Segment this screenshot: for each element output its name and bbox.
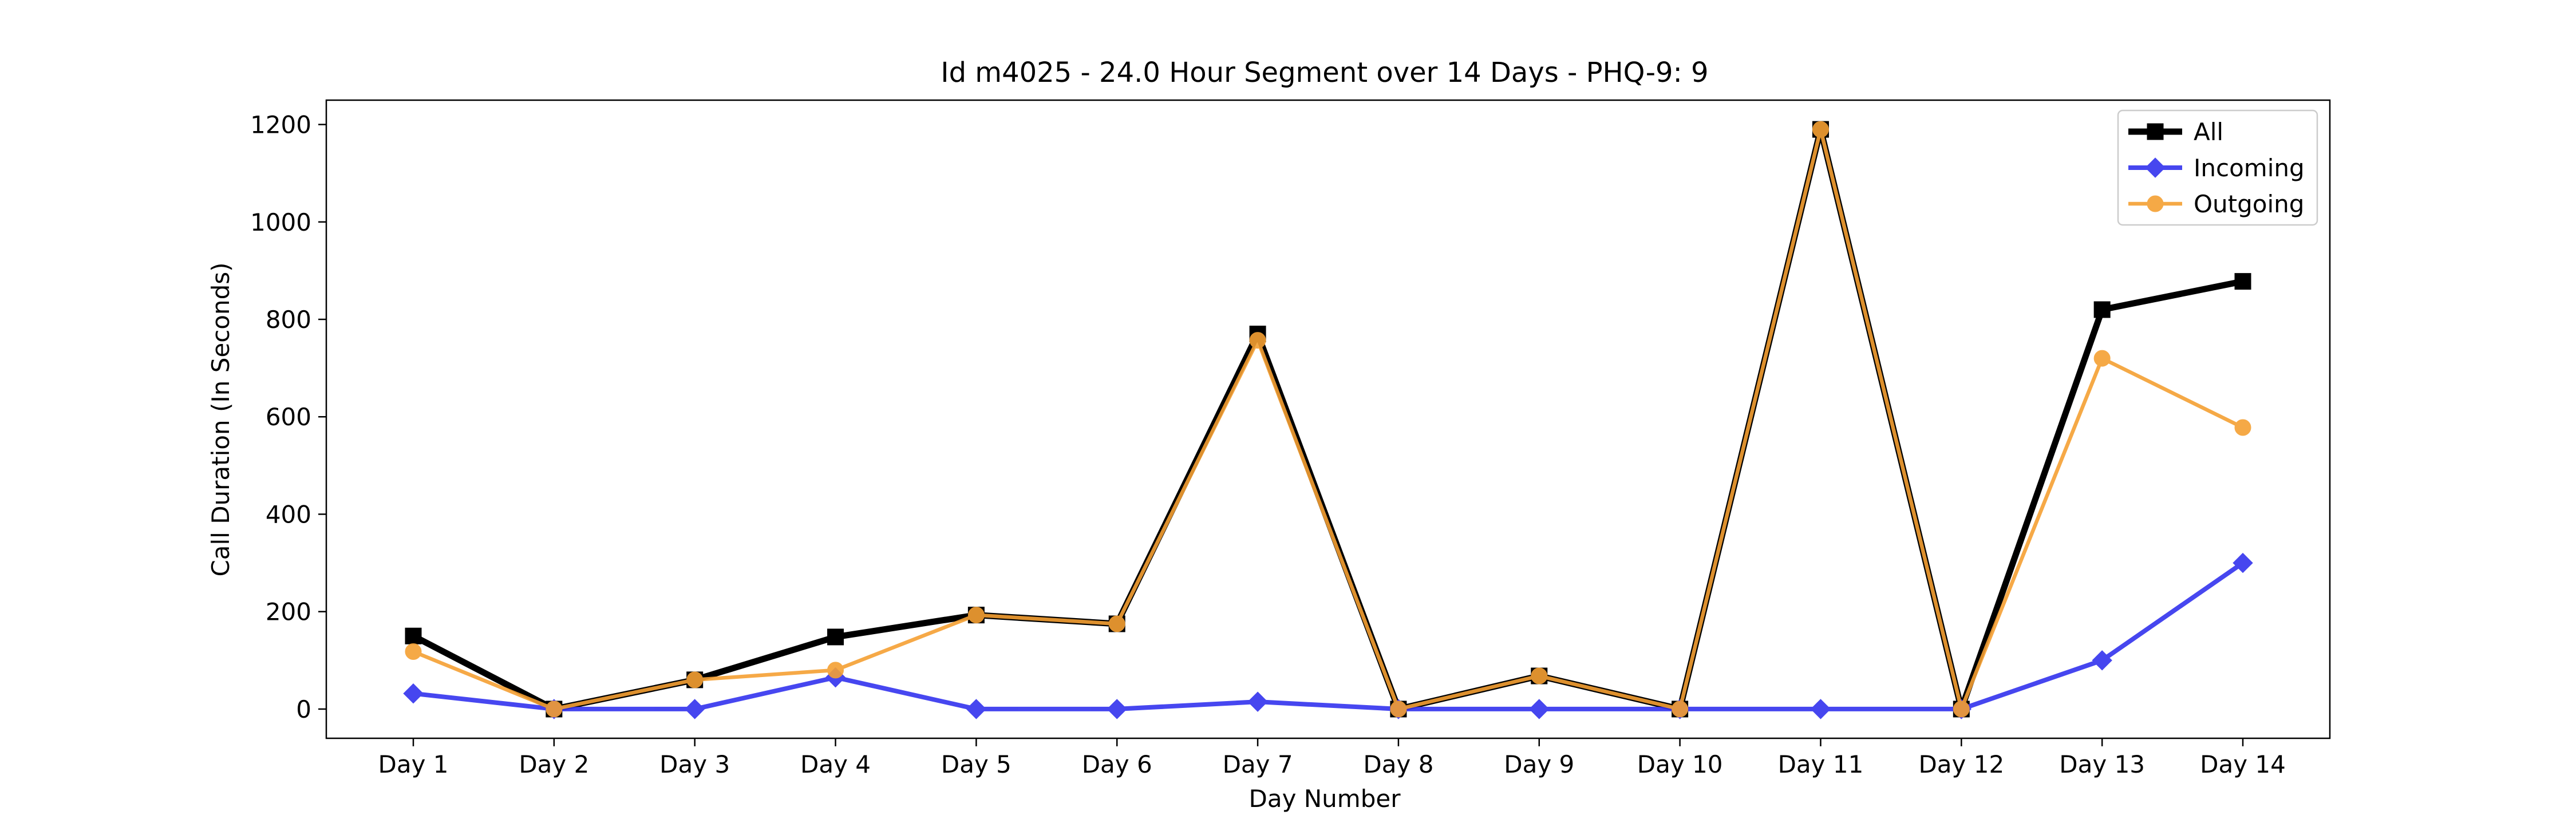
- x-tick-label: Day 1: [378, 750, 448, 778]
- legend-entry-outgoing: [2128, 195, 2182, 212]
- y-tick-label: 400: [266, 500, 311, 528]
- y-tick-label: 800: [266, 306, 311, 334]
- data-point-outgoing: [1531, 667, 1548, 684]
- x-tick-label: Day 4: [800, 750, 871, 778]
- data-point-all: [827, 628, 844, 646]
- plot-area: 0 200 400 600 800 1000 1200 Day 1 Day 2 Day 3 Day …: [250, 99, 2331, 778]
- legend-entry-incoming: [2128, 157, 2182, 178]
- data-point-all: [2234, 273, 2251, 290]
- y-tick-label: 0: [296, 695, 311, 723]
- x-tick-label: Day 12: [1918, 750, 2004, 778]
- data-point-outgoing: [546, 701, 563, 718]
- data-point-outgoing: [405, 643, 422, 660]
- x-tick-label: Day 8: [1363, 750, 1433, 778]
- y-tick-label: 1000: [250, 208, 311, 236]
- legend-entry-all: [2128, 123, 2182, 140]
- data-point-outgoing: [1249, 332, 1266, 349]
- data-point-all: [2093, 301, 2111, 318]
- data-point-incoming: [403, 683, 424, 704]
- x-tick-label: Day 6: [1082, 750, 1152, 778]
- data-point-outgoing: [1108, 615, 1125, 632]
- data-point-incoming: [2233, 552, 2253, 573]
- data-point-outgoing: [2234, 419, 2251, 436]
- x-tick-label: Day 14: [2200, 750, 2286, 778]
- legend-label-all: All: [2194, 118, 2223, 146]
- data-point-incoming: [2092, 650, 2112, 671]
- data-point-incoming: [1247, 691, 1268, 712]
- data-point-incoming: [1810, 699, 1831, 719]
- x-axis-label: Day Number: [1249, 785, 1401, 813]
- x-tick-label: Day 3: [659, 750, 730, 778]
- plot-frame: [325, 99, 2331, 739]
- data-point-outgoing: [1953, 701, 1970, 718]
- series-outgoing: [405, 121, 2251, 718]
- legend-marker-all: [2147, 123, 2164, 140]
- legend: All Incoming Outgoing: [2117, 109, 2318, 226]
- legend-marker-outgoing: [2147, 195, 2164, 212]
- y-axis-label: Call Duration (In Seconds): [207, 262, 235, 576]
- y-tick-label: 1200: [250, 111, 311, 139]
- data-point-incoming: [1529, 699, 1550, 719]
- data-point-outgoing: [2093, 350, 2111, 367]
- data-point-outgoing: [1672, 701, 1689, 718]
- x-tick-label: Day 7: [1223, 750, 1293, 778]
- series-line-outgoing: [412, 127, 2244, 711]
- data-point-all: [405, 627, 422, 644]
- x-tick-label: Day 10: [1637, 750, 1723, 778]
- data-point-outgoing: [1390, 701, 1407, 718]
- data-point-incoming: [684, 699, 705, 719]
- legend-label-outgoing: Outgoing: [2194, 190, 2304, 218]
- y-tick-label: 600: [266, 403, 311, 431]
- chart-title: Id m4025 - 24.0 Hour Segment over 14 Day…: [941, 57, 1708, 89]
- data-point-incoming: [1107, 699, 1127, 719]
- x-tick-label: Day 11: [1778, 750, 1864, 778]
- data-point-outgoing: [1812, 121, 1829, 138]
- x-tick-label: Day 2: [519, 750, 589, 778]
- data-point-outgoing: [686, 671, 704, 688]
- x-tick-label: Day 9: [1504, 750, 1574, 778]
- data-point-incoming: [966, 699, 987, 719]
- data-point-outgoing: [827, 662, 844, 679]
- x-tick-label: Day 5: [941, 750, 1012, 778]
- legend-marker-incoming: [2145, 157, 2166, 178]
- series-line-incoming: [413, 561, 2245, 711]
- data-point-outgoing: [967, 607, 985, 624]
- y-tick-label: 200: [266, 598, 311, 626]
- legend-box: [2117, 109, 2318, 226]
- x-tick-label: Day 13: [2059, 750, 2145, 778]
- legend-label-incoming: Incoming: [2194, 154, 2305, 182]
